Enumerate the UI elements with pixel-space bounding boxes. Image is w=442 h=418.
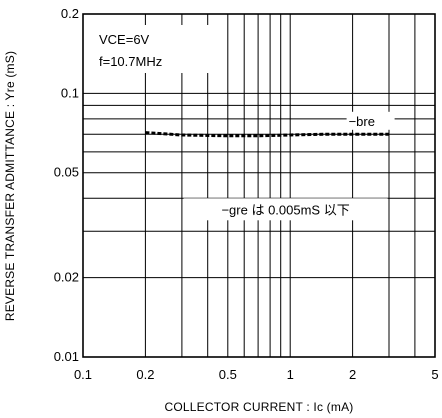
y-tick-label: 0.02: [54, 270, 79, 285]
condition-vce: VCE=6V: [99, 32, 150, 47]
x-tick-label: 1: [287, 367, 294, 382]
annotations: −bre −gre は 0.005mS 以下: [183, 111, 395, 221]
x-tick-label: 0.5: [219, 367, 237, 382]
series-label: −bre: [349, 114, 375, 129]
y-axis-label: REVERSE TRANSFER ADMITTANCE : Yre (mS): [3, 51, 17, 321]
condition-frequency: f=10.7MHz: [99, 54, 162, 69]
x-axis-label: COLLECTOR CURRENT : Ic (mA): [165, 400, 354, 414]
y-tick-labels: 0.01 0.02 0.05 0.1 0.2: [54, 6, 79, 364]
plot-frame: [82, 13, 436, 358]
annotation-background: [346, 111, 395, 130]
gre-note: −gre は 0.005mS 以下: [221, 202, 349, 217]
x-tick-labels: 0.1 0.2 0.5 1 2 5: [74, 367, 439, 382]
series-line: [145, 131, 389, 138]
x-tick-label: 5: [431, 367, 438, 382]
series-layer: [145, 131, 389, 138]
conditions-box: VCE=6V f=10.7MHz: [90, 25, 210, 73]
x-tick-label: 0.2: [136, 367, 154, 382]
y-tick-label: 0.2: [61, 6, 79, 21]
grid-lines: [83, 14, 435, 357]
y-tick-label: 0.01: [54, 349, 79, 364]
x-tick-label: 2: [349, 367, 356, 382]
y-tick-label: 0.05: [54, 165, 79, 180]
y-tick-label: 0.1: [61, 85, 79, 100]
annotation-background: [183, 198, 388, 221]
x-tick-label: 0.1: [74, 367, 92, 382]
